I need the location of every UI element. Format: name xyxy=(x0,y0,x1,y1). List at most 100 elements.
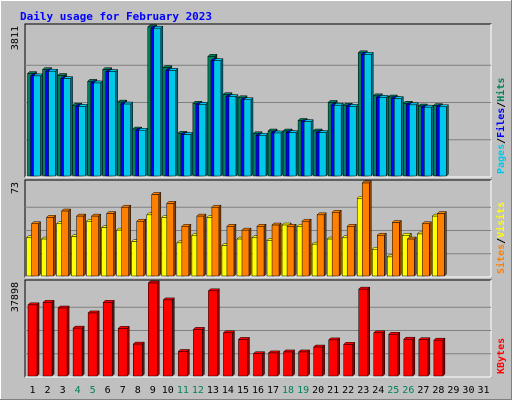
bar-kbytes-day-undefined xyxy=(72,325,85,377)
bar-sites-day-undefined xyxy=(331,209,342,277)
bar-sites-day-undefined xyxy=(76,213,87,277)
day-label: 31 xyxy=(477,385,489,396)
day-label: 14 xyxy=(222,385,234,396)
bar-pages-day-7 xyxy=(123,101,134,177)
bar-sites-day-undefined xyxy=(376,232,387,277)
bar-sites-day-undefined xyxy=(166,200,177,277)
day-label: 3 xyxy=(60,385,66,396)
bar-kbytes-day-undefined xyxy=(418,337,431,377)
day-label: 21 xyxy=(327,385,339,396)
day-label: 25 xyxy=(387,385,399,396)
bar-kbytes-day-undefined xyxy=(297,349,311,377)
bar-sites-day-undefined xyxy=(301,218,312,277)
bar-pages-day-16 xyxy=(258,132,269,177)
bar-sites-day-undefined xyxy=(181,223,192,277)
bar-kbytes-day-undefined xyxy=(132,341,145,377)
bar-kbytes-day-undefined xyxy=(57,305,70,377)
bar-pages-day-20 xyxy=(318,129,329,177)
bar-pages-day-10 xyxy=(168,67,179,177)
bar-sites-day-undefined xyxy=(60,208,72,277)
bar-sites-day-undefined xyxy=(226,223,237,277)
day-label: 22 xyxy=(342,385,354,396)
day-label: 12 xyxy=(192,385,204,396)
bar-sites-day-undefined xyxy=(211,204,222,277)
bar-pages-day-23 xyxy=(363,51,374,177)
bars xyxy=(27,280,446,377)
day-label: 4 xyxy=(75,385,81,396)
bar-kbytes-day-undefined xyxy=(177,348,190,377)
day-label: 11 xyxy=(177,385,189,396)
day-label: 2 xyxy=(45,385,51,396)
day-label: 10 xyxy=(162,385,174,396)
panel-3: 37898 KBytes xyxy=(10,279,507,378)
bar-sites-day-undefined xyxy=(436,210,447,277)
day-label: 26 xyxy=(402,385,414,396)
bar-kbytes-day-undefined xyxy=(267,350,281,377)
bar-pages-day-25 xyxy=(393,95,404,177)
chart-title: Daily usage for February 2023 xyxy=(20,10,212,23)
y-max-label: 3811 xyxy=(10,26,21,50)
bar-pages-day-2 xyxy=(47,68,59,177)
bar-pages-day-3 xyxy=(62,76,74,177)
bars xyxy=(26,24,449,177)
bar-pages-day-6 xyxy=(108,69,119,177)
panel-2: 73 Sites/Visits xyxy=(10,179,507,278)
day-label: 24 xyxy=(372,385,384,396)
bar-pages-day-9 xyxy=(153,25,164,177)
day-label: 17 xyxy=(267,385,279,396)
bar-pages-day-17 xyxy=(273,130,284,177)
bar-kbytes-day-undefined xyxy=(388,331,401,377)
bar-pages-day-24 xyxy=(378,94,389,177)
legend-pages: Pages xyxy=(496,144,507,174)
day-label: 8 xyxy=(135,385,141,396)
bar-sites-day-undefined xyxy=(91,213,102,277)
bar-sites-day-undefined xyxy=(361,180,372,277)
bar-sites-day-undefined xyxy=(136,218,147,277)
day-label: 29 xyxy=(447,385,459,396)
bar-kbytes-day-undefined xyxy=(252,351,266,377)
bar-pages-day-4 xyxy=(78,103,89,177)
bar-kbytes-day-undefined xyxy=(282,349,296,377)
legend-hits: Hits xyxy=(495,78,507,102)
day-label: 5 xyxy=(90,385,96,396)
bar-pages-day-13 xyxy=(213,58,224,177)
y-axis-legend: KBytes xyxy=(496,338,507,374)
bar-sites-day-undefined xyxy=(121,204,132,277)
bar-kbytes-day-undefined xyxy=(237,336,251,377)
day-label: 28 xyxy=(432,385,444,396)
day-label: 19 xyxy=(297,385,309,396)
bar-kbytes-day-undefined xyxy=(433,337,446,377)
day-label: 7 xyxy=(120,385,126,396)
bar-sites-day-undefined xyxy=(391,219,402,277)
bar-kbytes-day-undefined xyxy=(222,330,236,377)
day-label: 15 xyxy=(237,385,249,396)
bar-pages-day-15 xyxy=(243,97,254,177)
bar-pages-day-12 xyxy=(198,101,209,177)
bar-sites-day-undefined xyxy=(30,221,42,277)
day-label: 9 xyxy=(150,385,156,396)
bar-kbytes-day-undefined xyxy=(358,286,371,377)
bar-pages-day-1 xyxy=(32,73,44,177)
bar-sites-day-undefined xyxy=(271,222,282,277)
bar-pages-day-21 xyxy=(333,102,344,177)
bar-sites-day-undefined xyxy=(45,214,57,277)
bar-sites-day-undefined xyxy=(346,223,357,277)
bar-sites-day-undefined xyxy=(196,213,207,277)
bar-kbytes-day-undefined xyxy=(207,288,221,377)
y-max-label: 37898 xyxy=(10,282,21,312)
bar-pages-day-18 xyxy=(288,129,299,177)
bar-kbytes-day-undefined xyxy=(162,297,175,377)
y-axis-legend: Pages/Files/Hits xyxy=(495,78,507,174)
bar-pages-day-22 xyxy=(348,103,359,177)
day-label: 30 xyxy=(462,385,474,396)
bar-pages-day-11 xyxy=(183,131,194,177)
day-label: 16 xyxy=(252,385,264,396)
day-label: 27 xyxy=(417,385,429,396)
bar-pages-day-26 xyxy=(408,102,419,177)
bar-pages-day-8 xyxy=(138,127,149,177)
bar-kbytes-day-undefined xyxy=(42,299,55,377)
bar-sites-day-undefined xyxy=(106,210,117,277)
bar-kbytes-day-undefined xyxy=(343,341,356,377)
bar-kbytes-day-undefined xyxy=(313,344,326,377)
bar-pages-day-27 xyxy=(423,104,434,177)
